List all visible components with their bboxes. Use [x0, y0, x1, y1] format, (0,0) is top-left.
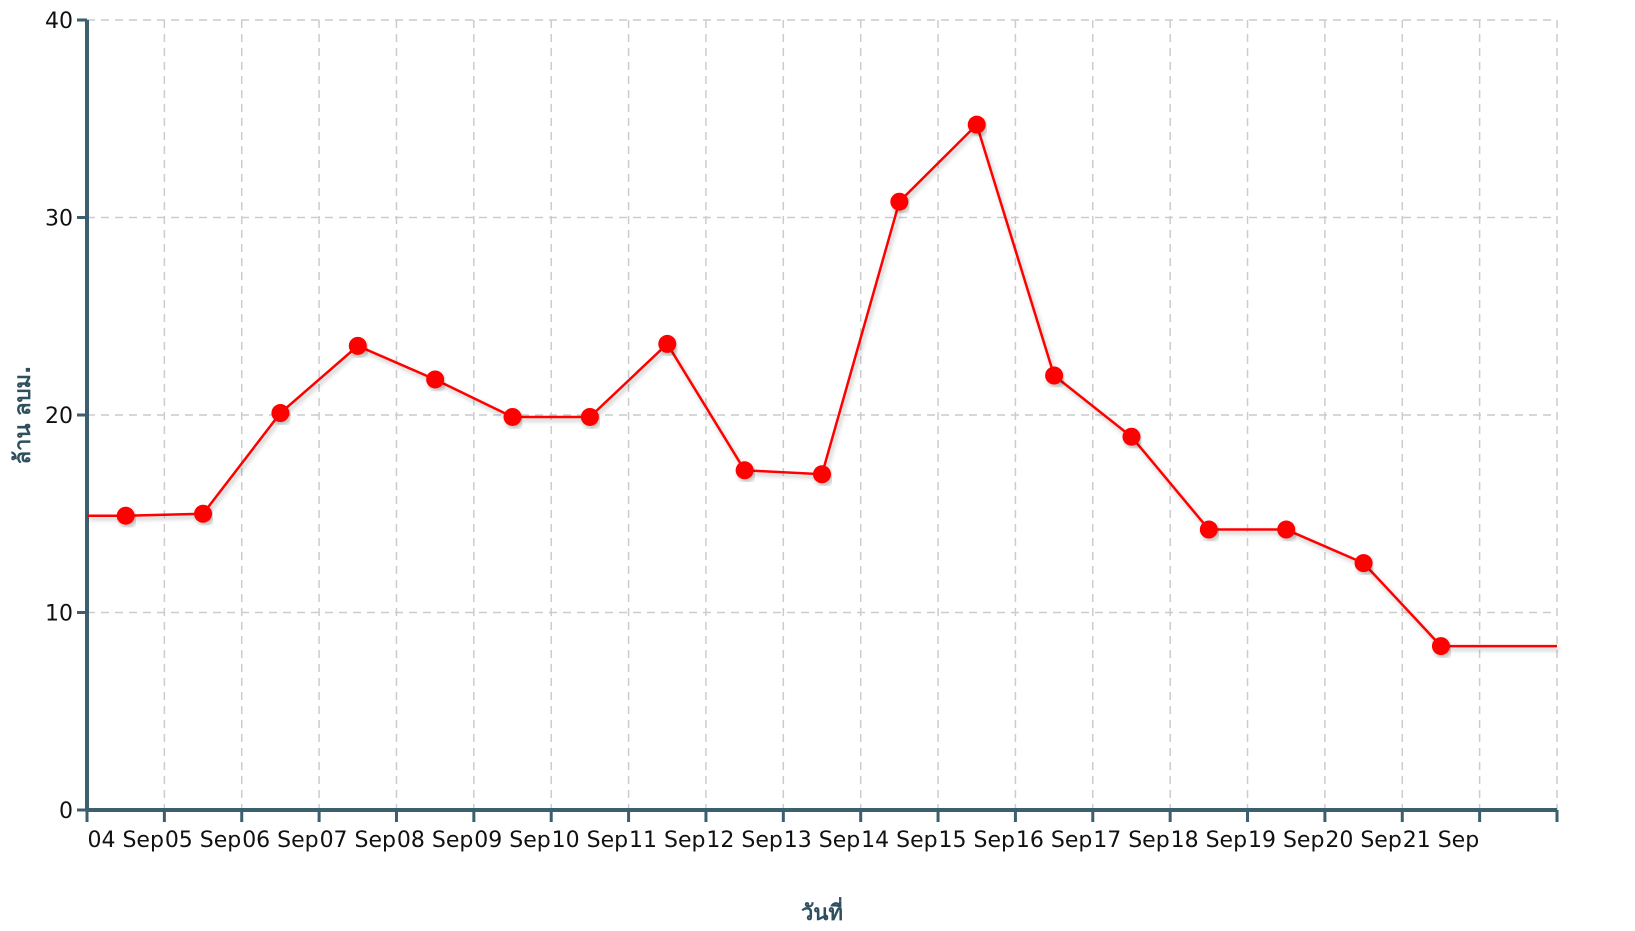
x-tick-label: 06 Sep: [242, 828, 318, 853]
x-tick-label: 10 Sep: [552, 828, 628, 853]
data-point: [348, 336, 367, 355]
data-point: [426, 370, 445, 389]
data-point: [735, 461, 754, 480]
x-tick-label: 17 Sep: [1093, 828, 1169, 853]
y-tick-label: 10: [45, 602, 73, 627]
x-tick-label: 15 Sep: [939, 828, 1015, 853]
data-point: [1431, 637, 1450, 656]
x-tick-label: 08 Sep: [397, 828, 473, 853]
data-point: [271, 404, 290, 423]
data-point: [194, 504, 213, 523]
x-tick-label: 07 Sep: [320, 828, 396, 853]
data-point: [658, 334, 677, 353]
data-point: [813, 465, 831, 484]
data-point: [116, 506, 135, 525]
data-point: [580, 407, 599, 426]
y-axis-ticks: 0 10 20 30 40: [45, 9, 87, 824]
grid-lines: [87, 19, 1558, 810]
x-tick-label: 20 Sep: [1325, 828, 1401, 853]
x-axis-title: วันที่: [801, 896, 843, 926]
x-tick-label: 13 Sep: [784, 828, 860, 853]
data-point: [1045, 366, 1064, 385]
y-tick-label: 30: [45, 207, 73, 232]
series-line: [87, 122, 1557, 648]
data-point: [890, 192, 909, 211]
y-axis-title: ล้าน ลบม.: [11, 366, 36, 465]
x-tick-label: 19 Sep: [1248, 828, 1324, 853]
y-tick-label: 40: [45, 9, 73, 34]
x-tick-label: 21 Sep: [1403, 828, 1479, 853]
x-tick-label: 05 Sep: [165, 828, 241, 853]
x-tick-label: 18 Sep: [1171, 828, 1247, 853]
data-point: [967, 115, 986, 134]
x-tick-label: 09 Sep: [474, 828, 550, 853]
x-tick-label: 14 Sep: [861, 828, 937, 853]
x-axis-ticks: 04 Sep 05 Sep 06 Sep 07 Sep 08 Sep 09 Sep 10 S…: [85, 810, 1559, 853]
y-tick-label: 0: [59, 799, 73, 824]
data-point: [503, 407, 522, 426]
data-point: [1277, 520, 1296, 539]
data-point: [1199, 520, 1218, 539]
data-point: [1122, 427, 1141, 446]
x-tick-label: 12 Sep: [706, 828, 782, 853]
x-tick-label: 16 Sep: [1016, 828, 1092, 853]
y-tick-label: 20: [45, 404, 73, 429]
x-tick-label: 11 Sep: [629, 828, 705, 853]
data-point: [1354, 554, 1373, 573]
x-tick-label: 04 Sep: [87, 828, 163, 853]
series-group: [87, 115, 1557, 656]
